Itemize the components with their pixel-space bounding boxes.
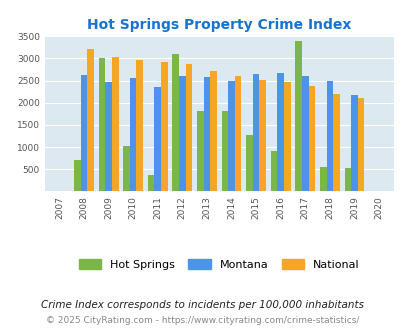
Bar: [98, 58, 105, 191]
Bar: [210, 71, 216, 191]
Bar: [112, 57, 118, 191]
Bar: [172, 54, 179, 191]
Bar: [277, 73, 283, 191]
Bar: [245, 135, 252, 191]
Legend: Hot Springs, Montana, National: Hot Springs, Montana, National: [73, 254, 364, 276]
Bar: [319, 167, 326, 191]
Bar: [74, 160, 81, 191]
Bar: [252, 74, 259, 191]
Bar: [221, 111, 228, 191]
Bar: [259, 80, 265, 191]
Bar: [136, 60, 143, 191]
Bar: [270, 150, 277, 191]
Bar: [344, 168, 350, 191]
Bar: [196, 111, 203, 191]
Bar: [350, 95, 357, 191]
Bar: [284, 82, 290, 191]
Bar: [147, 175, 154, 191]
Bar: [333, 94, 339, 191]
Bar: [179, 76, 185, 191]
Bar: [203, 77, 210, 191]
Bar: [87, 49, 94, 191]
Bar: [357, 98, 364, 191]
Bar: [81, 75, 87, 191]
Bar: [130, 78, 136, 191]
Bar: [154, 87, 161, 191]
Title: Hot Springs Property Crime Index: Hot Springs Property Crime Index: [87, 18, 351, 32]
Text: © 2025 CityRating.com - https://www.cityrating.com/crime-statistics/: © 2025 CityRating.com - https://www.city…: [46, 316, 359, 325]
Bar: [123, 146, 130, 191]
Bar: [105, 82, 112, 191]
Bar: [326, 81, 333, 191]
Text: Crime Index corresponds to incidents per 100,000 inhabitants: Crime Index corresponds to incidents per…: [41, 300, 364, 310]
Bar: [161, 62, 167, 191]
Bar: [301, 76, 308, 191]
Bar: [228, 81, 234, 191]
Bar: [294, 41, 301, 191]
Bar: [308, 86, 315, 191]
Bar: [234, 76, 241, 191]
Bar: [185, 64, 192, 191]
